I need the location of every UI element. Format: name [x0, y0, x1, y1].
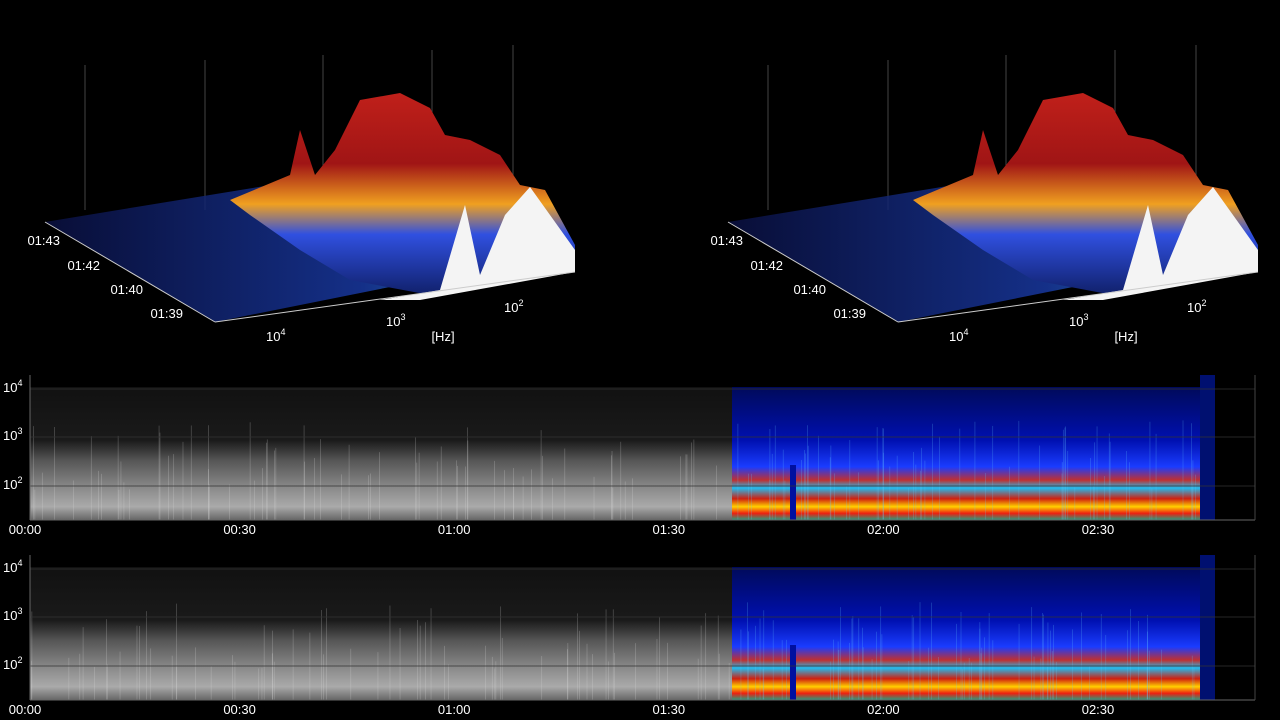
tick-exponent: 2	[1201, 298, 1206, 308]
tick-base: 10	[949, 329, 963, 344]
x-tick-label: 02:00	[867, 522, 900, 537]
time-tick-label: 01:43	[710, 233, 743, 248]
tick-base: 10	[3, 428, 17, 443]
time-tick-label: 01:43	[27, 233, 60, 248]
time-tick-label: 01:39	[833, 306, 866, 321]
x-tick-label: 01:30	[653, 522, 686, 537]
freq-tick-label: 102	[1187, 298, 1206, 315]
tick-exponent: 3	[17, 426, 22, 436]
tick-base: 10	[3, 657, 17, 672]
x-tick-label: 01:00	[438, 522, 471, 537]
time-tick-label: 01:40	[793, 282, 826, 297]
freq-axis	[897, 271, 1259, 323]
y-tick-label: 104	[3, 378, 22, 395]
x-tick-label: 00:30	[223, 522, 256, 537]
surface-peaks	[913, 93, 1258, 295]
time-tick-label: 01:39	[150, 306, 183, 321]
tick-exponent: 4	[17, 378, 22, 388]
x-tick-label: 02:30	[1082, 522, 1115, 537]
x-tick-label: 00:30	[223, 702, 256, 717]
tick-exponent: 2	[518, 298, 523, 308]
tick-base: 10	[266, 329, 280, 344]
freq-tick-label: 104	[949, 327, 968, 344]
x-tick-label: 02:30	[1082, 702, 1115, 717]
surface-ridge	[1063, 187, 1258, 300]
freq-tick-label: 104	[266, 327, 285, 344]
y-tick-label: 102	[3, 475, 22, 492]
spectrogram-color	[732, 567, 1200, 700]
spectrogram-fade	[1200, 555, 1215, 700]
tick-base: 10	[1069, 314, 1083, 329]
tick-exponent: 2	[17, 655, 22, 665]
freq-axis	[214, 271, 576, 323]
tick-base: 10	[504, 300, 518, 315]
spectrogram-fade	[1200, 375, 1215, 520]
tick-exponent: 2	[17, 475, 22, 485]
time-tick-label: 01:42	[750, 258, 783, 273]
tick-exponent: 3	[17, 606, 22, 616]
freq-unit: [Hz]	[431, 329, 454, 344]
tick-exponent: 3	[400, 312, 405, 322]
x-tick-label: 00:00	[9, 702, 42, 717]
surface-peaks	[230, 93, 575, 295]
time-tick-label: 01:42	[67, 258, 100, 273]
playhead-gap	[790, 645, 796, 700]
freq-unit: [Hz]	[1114, 329, 1137, 344]
x-tick-label: 01:00	[438, 702, 471, 717]
tick-base: 10	[386, 314, 400, 329]
x-tick-label: 01:30	[653, 702, 686, 717]
playhead-gap	[790, 465, 796, 520]
tick-exponent: 4	[17, 558, 22, 568]
surface-ridge	[380, 187, 575, 300]
y-tick-label: 103	[3, 606, 22, 623]
freq-tick-label: 103	[386, 312, 405, 329]
y-tick-label: 102	[3, 655, 22, 672]
x-tick-label: 02:00	[867, 702, 900, 717]
tick-exponent: 4	[963, 327, 968, 337]
y-tick-label: 104	[3, 558, 22, 575]
spectrogram-gray	[30, 567, 732, 700]
time-tick-label: 01:40	[110, 282, 143, 297]
tick-base: 10	[3, 608, 17, 623]
content: 01:4301:4201:4001:39104103102[Hz]01:4301…	[3, 45, 1259, 717]
spectrogram-gray	[30, 387, 732, 520]
x-tick-label: 00:00	[9, 522, 42, 537]
tick-base: 10	[3, 477, 17, 492]
time-axis	[44, 221, 216, 323]
tick-base: 10	[1187, 300, 1201, 315]
spectrogram-color	[732, 387, 1200, 520]
tick-exponent: 4	[280, 327, 285, 337]
time-axis	[727, 221, 899, 323]
tick-exponent: 3	[1083, 312, 1088, 322]
freq-tick-label: 103	[1069, 312, 1088, 329]
y-tick-label: 103	[3, 426, 22, 443]
tick-base: 10	[3, 560, 17, 575]
freq-tick-label: 102	[504, 298, 523, 315]
tick-base: 10	[3, 380, 17, 395]
